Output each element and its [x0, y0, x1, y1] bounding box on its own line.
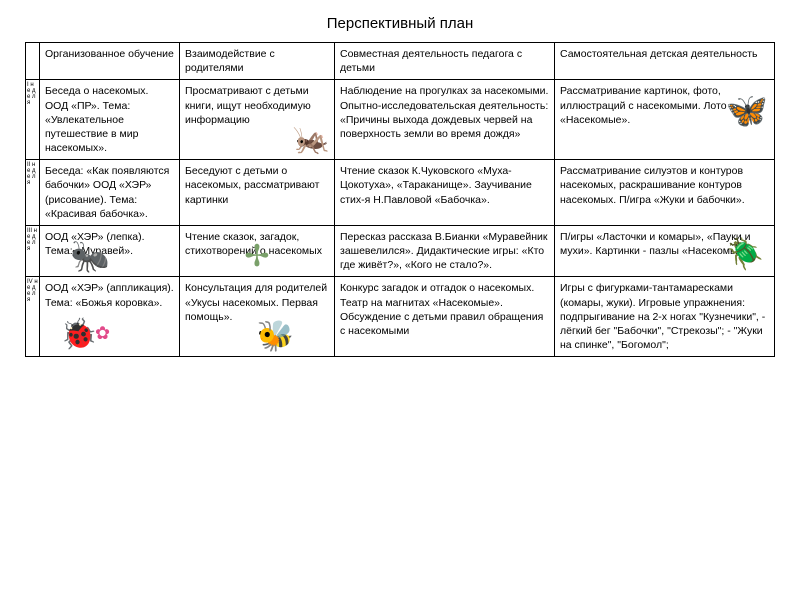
cell-c2: Беседуют с детьми о насекомых, рассматри… [180, 160, 335, 226]
ladybug-icon: 🐞 [60, 320, 97, 350]
table-row: II н е д е л я Беседа: «Как появляются б… [26, 160, 775, 226]
cell-text: Чтение сказок, загадок, стихотворений о … [185, 231, 322, 257]
cell-c4: П/игры «Ласточки и комары», «Пауки и мух… [555, 225, 775, 277]
table-row: III н е д е л я ООД «ХЭР» (лепка). Тема:… [26, 225, 775, 277]
cell-c2: Чтение сказок, загадок, стихотворений о … [180, 225, 335, 277]
cell-text: Рассматривание картинок, фото, иллюстрац… [560, 85, 727, 125]
week-label: II н е д е л я [26, 160, 40, 226]
cell-c1: ООД «ХЭР» (лепка). Тема: «Муравей». 🐜 [40, 225, 180, 277]
header-week [26, 43, 40, 80]
grasshopper-icon: 🦗 [293, 125, 330, 155]
week-label: I н е д е л я [26, 80, 40, 160]
header-col2: Взаимодействие с родителями [180, 43, 335, 80]
cell-text: Консультация для родителей «Укусы насеко… [185, 282, 327, 322]
cell-c2: Консультация для родителей «Укусы насеко… [180, 277, 335, 357]
cell-c1: Беседа: «Как появляются бабочки» ООД «ХЭ… [40, 160, 180, 226]
cell-text: Просматривают с детьми книги, ищут необх… [185, 85, 311, 125]
cell-c1: Беседа о насекомых. ООД «ПР». Тема: «Увл… [40, 80, 180, 160]
cell-c3: Чтение сказок К.Чуковского «Муха-Цокотух… [335, 160, 555, 226]
cell-c1: ООД «ХЭР» (аппликация). Тема: «Божья кор… [40, 277, 180, 357]
bee-icon: 🐝 [257, 322, 294, 352]
flower-icon: ✿ [95, 324, 110, 342]
cell-c4: Рассматривание картинок, фото, иллюстрац… [555, 80, 775, 160]
cell-c4: Рассматривание силуэтов и контуров насек… [555, 160, 775, 226]
cell-text: ООД «ХЭР» (лепка). Тема: «Муравей». [45, 231, 145, 257]
cell-c3: Наблюдение на прогулках за насекомыми. О… [335, 80, 555, 160]
cell-c4: Игры с фигурками-тантамаресками (комары,… [555, 277, 775, 357]
header-col1: Организованное обучение [40, 43, 180, 80]
cell-c3: Конкурс загадок и отгадок о насекомых. Т… [335, 277, 555, 357]
table-row: I н е д е л я Беседа о насекомых. ООД «П… [26, 80, 775, 160]
cell-text: П/игры «Ласточки и комары», «Пауки и мух… [560, 231, 752, 257]
cell-text: ООД «ХЭР» (аппликация). Тема: «Божья кор… [45, 282, 174, 308]
page-title: Перспективный план [25, 15, 775, 32]
week-label: III н е д е л я [26, 225, 40, 277]
butterfly-icon: 🦋 [726, 94, 768, 128]
week-label: IV н е д е л я [26, 277, 40, 357]
header-row: Организованное обучение Взаимодействие с… [26, 43, 775, 80]
plan-table: Организованное обучение Взаимодействие с… [25, 42, 775, 357]
cell-c2: Просматривают с детьми книги, ищут необх… [180, 80, 335, 160]
table-row: IV н е д е л я ООД «ХЭР» (аппликация). Т… [26, 277, 775, 357]
cell-c3: Пересказ рассказа В.Бианки «Муравейник з… [335, 225, 555, 277]
header-col3: Совместная деятельность педагога с детьм… [335, 43, 555, 80]
header-col4: Самостоятельная детская деятельность [555, 43, 775, 80]
